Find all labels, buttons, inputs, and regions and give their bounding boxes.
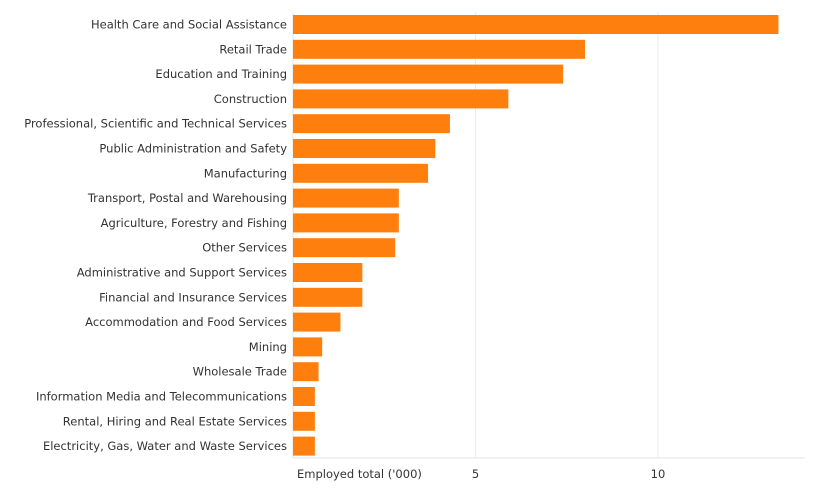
category-label-9: Agriculture, Forestry and Fishing [101,216,287,230]
category-label-4: Construction [214,92,287,106]
bar-3[interactable] [293,64,564,84]
bar-6[interactable] [293,139,436,158]
bar-18[interactable] [293,436,315,456]
category-label-11: Administrative and Support Services [77,266,287,280]
gridlines [292,12,805,459]
bar-13[interactable] [293,312,341,332]
x-axis-ticks: 5 10 [472,467,665,481]
bar-10[interactable] [293,238,396,258]
category-label-16: Information Media and Telecommunications [36,390,287,404]
x-axis-title: Employed total ('000) [297,467,422,481]
category-label-12: Financial and Insurance Services [99,290,287,304]
category-label-10: Other Services [202,241,287,255]
bar-7[interactable] [293,163,429,183]
x-tick-label-10: 10 [651,467,666,481]
category-label-7: Manufacturing [204,166,287,180]
bar-17[interactable] [293,411,315,431]
bar-16[interactable] [293,387,315,406]
bar-8[interactable] [293,188,399,208]
category-labels: Health Care and Social Assistance Retail … [24,18,287,454]
category-label-1: Health Care and Social Assistance [91,18,287,32]
bar-2[interactable] [293,39,585,59]
category-label-18: Electricity, Gas, Water and Waste Servic… [43,439,287,453]
category-label-3: Education and Training [155,67,287,81]
category-label-6: Public Administration and Safety [99,142,287,156]
bar-9[interactable] [293,213,399,233]
category-label-13: Accommodation and Food Services [85,315,287,329]
bar-14[interactable] [293,337,323,357]
category-label-2: Retail Trade [219,42,287,56]
category-label-8: Transport, Postal and Warehousing [87,191,287,205]
bar-15[interactable] [293,362,319,382]
bar-4[interactable] [293,89,509,109]
x-tick-label-5: 5 [472,467,479,481]
bar-5[interactable] [293,114,450,134]
bars [293,15,779,456]
bar-12[interactable] [293,287,363,307]
category-label-17: Rental, Hiring and Real Estate Services [63,414,287,428]
category-label-15: Wholesale Trade [193,365,287,379]
category-label-14: Mining [249,340,287,354]
bar-1[interactable] [293,15,779,34]
category-label-5: Professional, Scientific and Technical S… [24,117,287,131]
bar-11[interactable] [293,263,363,282]
